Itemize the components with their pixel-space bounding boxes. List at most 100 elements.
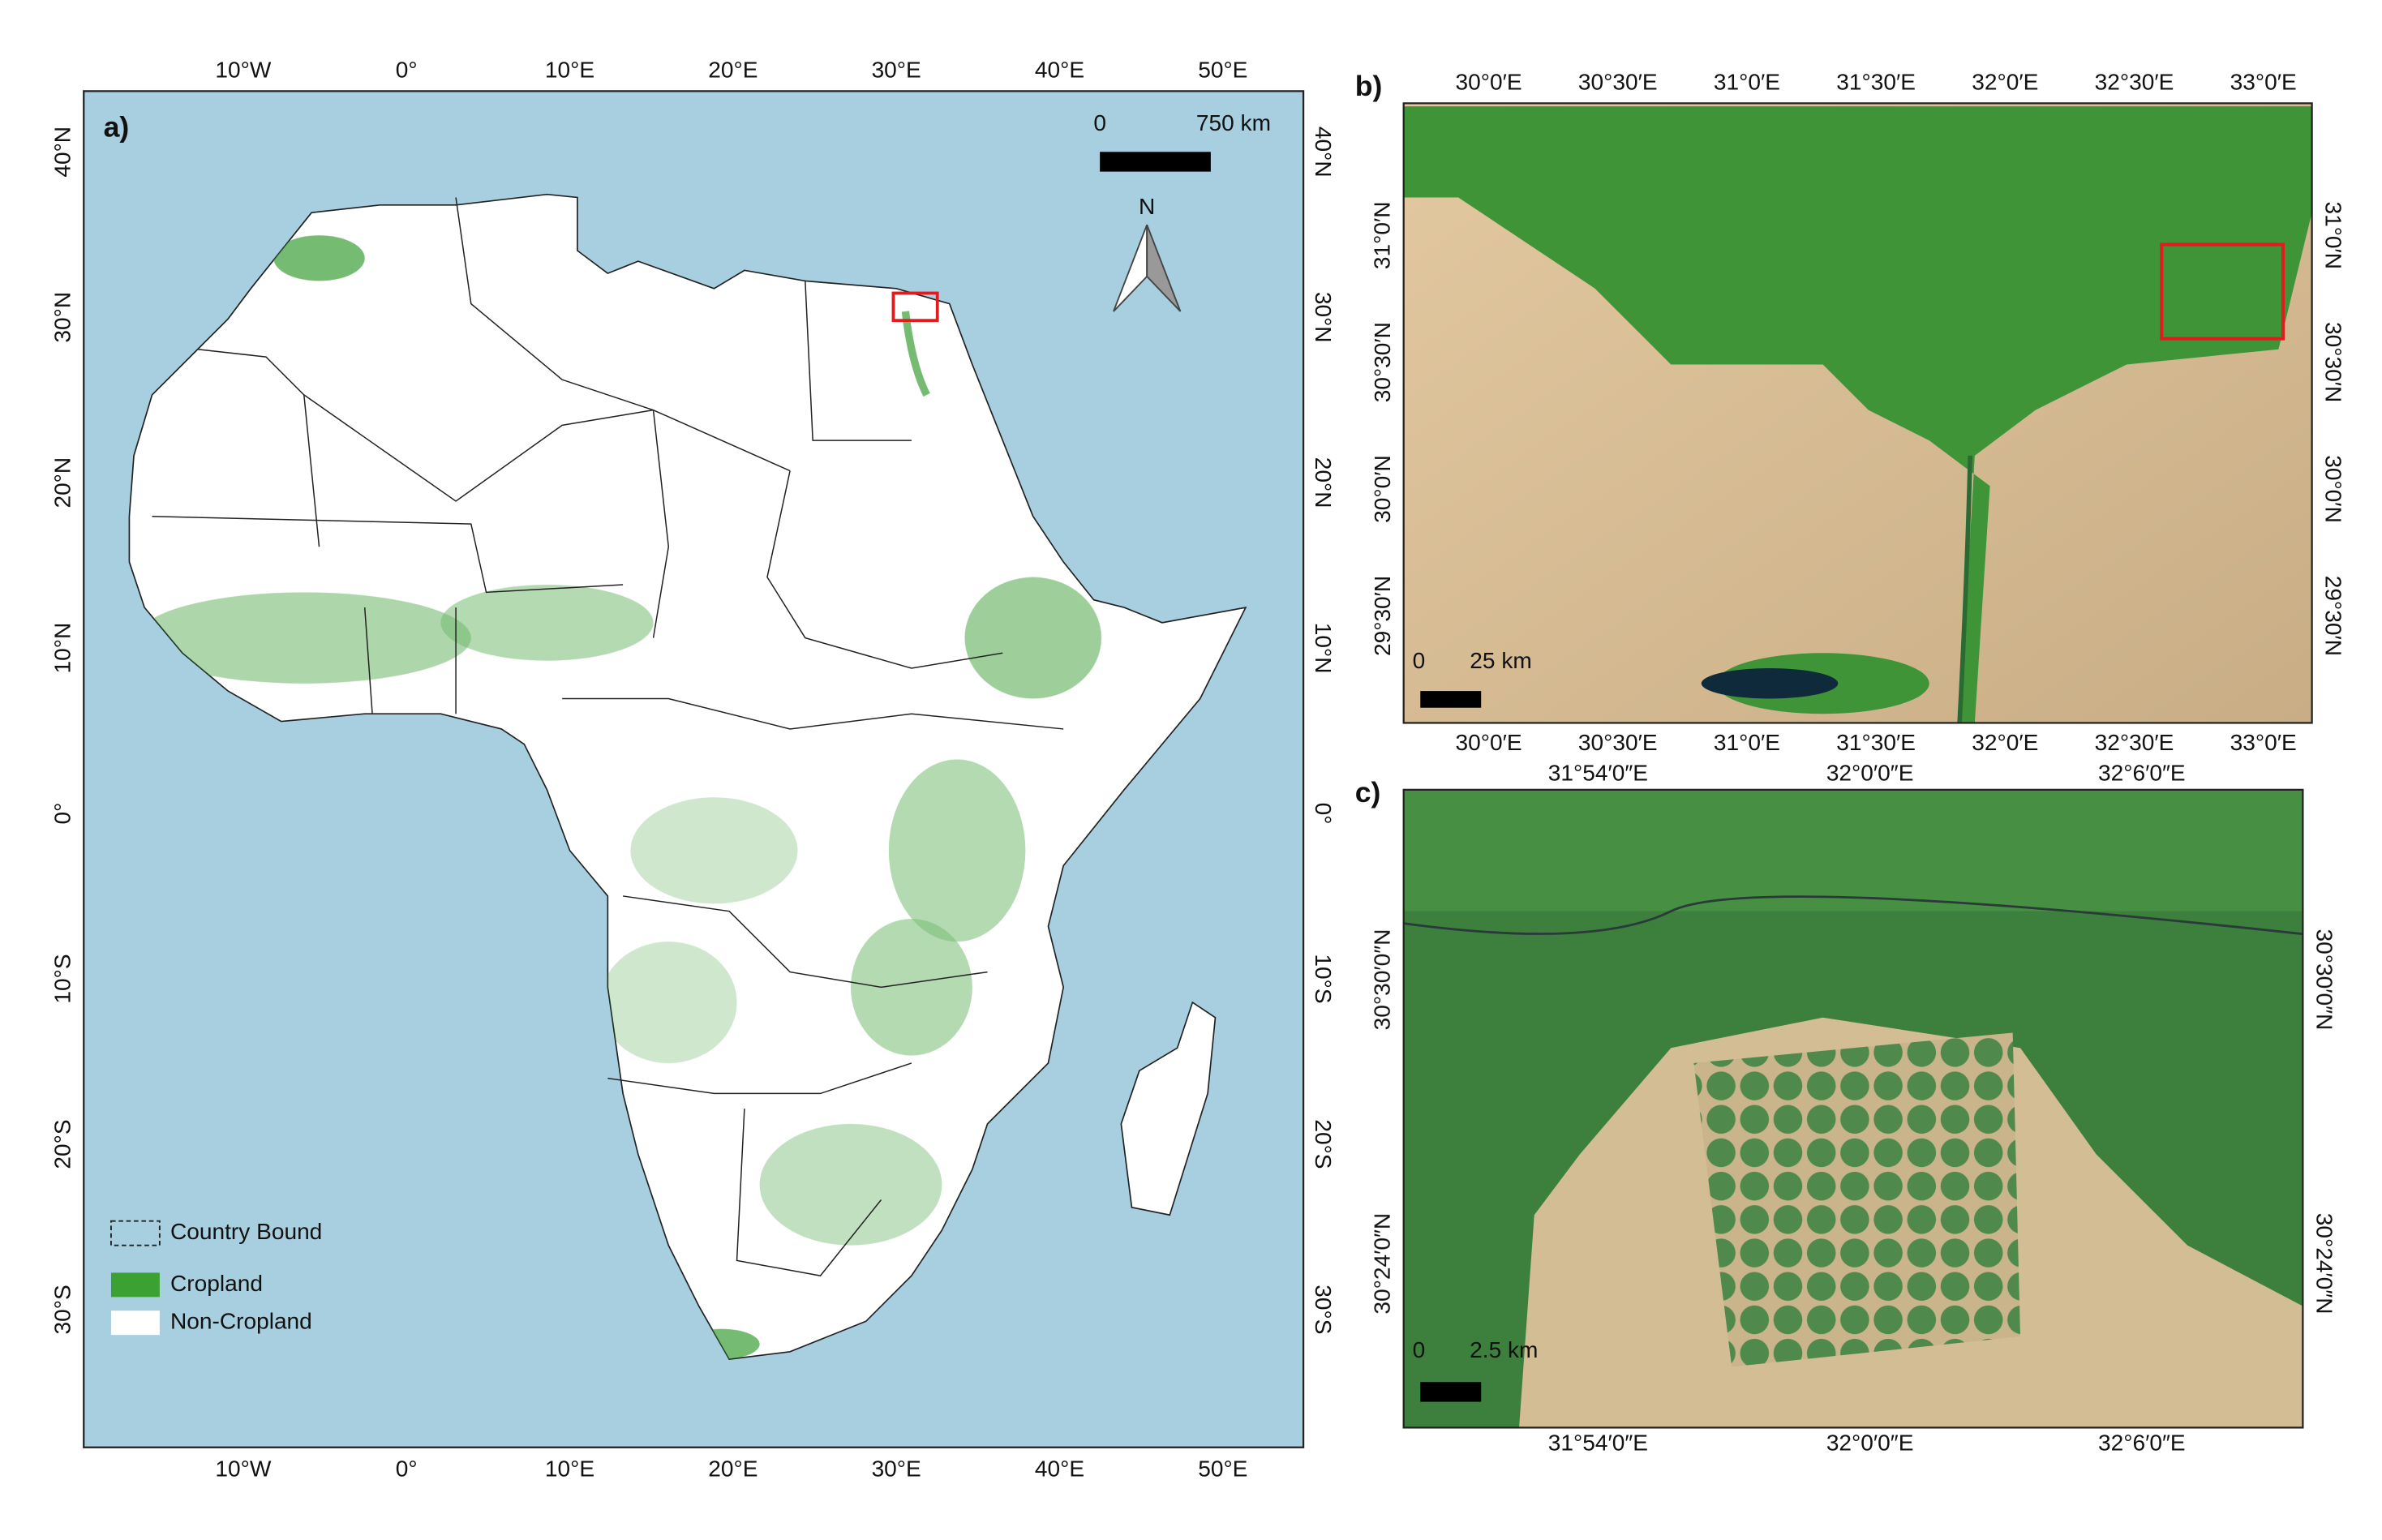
country-bounds [152, 515, 624, 594]
road [1403, 895, 2303, 936]
legend-swatch [110, 1272, 160, 1298]
inset-box [891, 291, 939, 323]
legend-swatch [110, 1311, 160, 1336]
cropland [630, 797, 798, 904]
delta [1403, 106, 2312, 723]
lat-tick-label: 20°N [49, 457, 75, 508]
lon-tick-label: 31°54′0″E [1548, 761, 1648, 786]
lat-tick-label: 10°N [49, 623, 75, 674]
cropland [850, 919, 972, 1056]
nile [1957, 455, 1973, 723]
map-a [84, 91, 1304, 1448]
country-bounds [652, 410, 670, 638]
lat-tick-label: 40°N [1311, 127, 1336, 178]
lon-tick-label: 10°E [545, 57, 594, 82]
country-bounds [766, 470, 1003, 669]
lat-tick-label: 30°24′0″N [2311, 1213, 2337, 1315]
lon-tick-label: 32°6′0″E [2098, 761, 2186, 786]
frame-c [1402, 788, 2304, 1429]
north-arrow [1146, 224, 1182, 312]
lat-tick-label: 30°0′N [1370, 455, 1395, 523]
lon-tick-label: 32°0′0″E [1826, 761, 1914, 786]
lat-tick-label: 29°30′N [2321, 576, 2346, 656]
lat-tick-label: 30°30′0″N [2311, 929, 2337, 1031]
country-bounds [303, 394, 654, 502]
lat-tick-label: 30°N [49, 292, 75, 343]
lat-tick-label: 20°S [1311, 1119, 1336, 1169]
lat-tick-label: 30°30′N [1370, 322, 1395, 402]
panel-label: b) [1355, 70, 1383, 102]
lat-tick-label: 40°N [49, 127, 75, 178]
lon-tick-label: 30°0′E [1456, 730, 1522, 755]
cropland [964, 577, 1102, 699]
lon-tick-label: 0° [396, 1456, 418, 1481]
lon-tick-label: 32°6′0″E [2098, 1430, 2186, 1455]
lon-tick-label: 33°0′E [2230, 69, 2297, 94]
lon-tick-label: 20°E [708, 57, 758, 82]
lon-tick-label: 32°0′0″E [1826, 1430, 1914, 1455]
country-bounds [562, 697, 1064, 730]
lat-tick-label: 31°0′N [1370, 201, 1395, 269]
lat-tick-label: 31°0′N [2321, 201, 2346, 269]
country-bounds [152, 197, 1064, 1276]
cropland [273, 235, 365, 281]
lon-tick-label: 32°30′E [2095, 69, 2174, 94]
lat-tick-label: 0° [1311, 803, 1336, 825]
lat-tick-label: 20°S [49, 1119, 75, 1169]
panel-label: a) [104, 111, 130, 144]
lon-tick-label: 32°0′E [1972, 69, 2038, 94]
frame-a [83, 90, 1305, 1448]
lat-tick-label: 30°0′N [2321, 455, 2346, 523]
lat-tick-label: 10°S [49, 954, 75, 1003]
fields [1403, 789, 2303, 912]
country-bounds [805, 281, 912, 441]
lon-tick-label: 40°E [1035, 57, 1084, 82]
lat-tick-label: 29°30′N [1370, 576, 1395, 656]
lon-tick-label: 30°30′E [1578, 69, 1658, 94]
lon-tick-label: 31°0′E [1714, 730, 1780, 755]
lat-tick-label: 20°N [1311, 457, 1336, 508]
inset-box [2160, 242, 2285, 341]
scale-bar [1420, 691, 1482, 708]
lat-tick-label: 30°30′0″N [1370, 929, 1395, 1031]
cropland [599, 942, 737, 1063]
lat-tick-label: 30°N [1311, 292, 1336, 343]
fields [1403, 789, 2303, 1428]
cropland [901, 311, 930, 397]
legend-label: Cropland [170, 1271, 263, 1296]
scale-bar [1100, 152, 1211, 172]
cropland [759, 1123, 942, 1246]
country-bounds [455, 197, 791, 472]
lon-tick-label: 32°0′E [1972, 730, 2038, 755]
lon-tick-label: 30°E [872, 57, 921, 82]
lat-tick-label: 30°S [1311, 1285, 1336, 1334]
lat-tick-label: 0° [49, 803, 75, 825]
lon-tick-label: 10°W [215, 1456, 271, 1481]
lat-tick-label: 10°N [1311, 623, 1336, 674]
madagascar [1120, 1001, 1217, 1216]
pivot-fields [1693, 1032, 2021, 1367]
lat-tick-label: 30°24′0″N [1370, 1213, 1395, 1315]
lake [1701, 668, 1839, 699]
scale-label: 25 km [1470, 648, 1531, 673]
lon-tick-label: 31°30′E [1836, 69, 1916, 94]
lat-tick-label: 30°30′N [2321, 322, 2346, 402]
legend-label: Country Bound [170, 1219, 322, 1244]
cropland [440, 585, 654, 661]
legend-swatch [110, 1220, 161, 1246]
lon-tick-label: 30°0′E [1456, 69, 1522, 94]
legend-label: Non-Cropland [170, 1309, 312, 1334]
lat-tick-label: 10°S [1311, 954, 1336, 1003]
lon-tick-label: 0° [396, 57, 418, 82]
country-bounds [363, 607, 373, 714]
cropland [888, 759, 1026, 942]
lon-tick-label: 33°0′E [2230, 730, 2297, 755]
north-label: N [1139, 194, 1155, 219]
country-bounds [622, 895, 988, 989]
lon-tick-label: 32°30′E [2095, 730, 2174, 755]
lon-tick-label: 20°E [708, 1456, 758, 1481]
lon-tick-label: 50°E [1198, 57, 1247, 82]
africa [128, 193, 1247, 1361]
image-b [1403, 103, 2312, 723]
lon-tick-label: 31°54′0″E [1548, 1430, 1648, 1455]
